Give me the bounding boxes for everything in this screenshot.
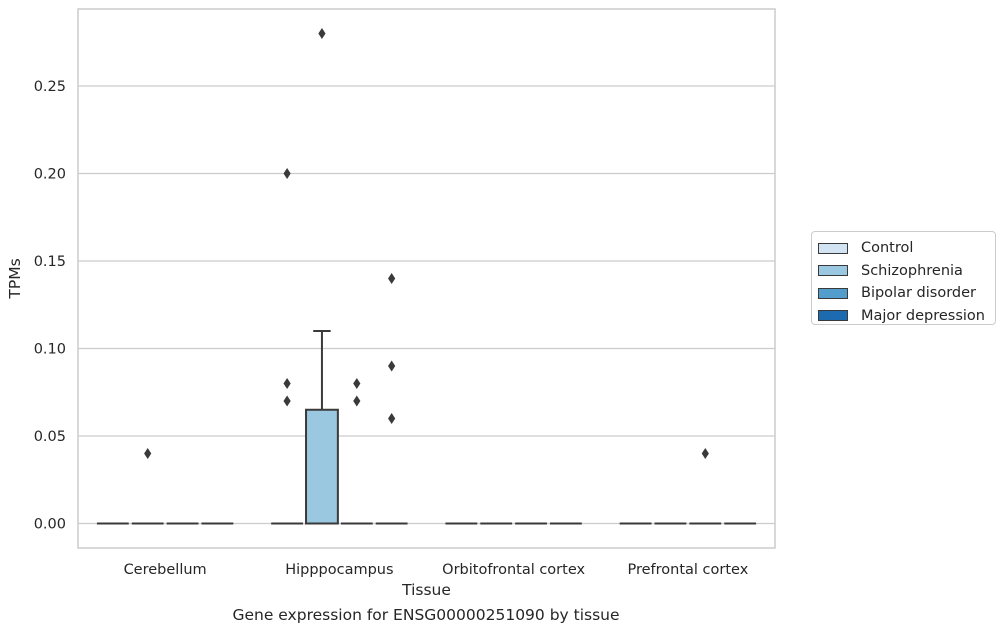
legend-item-major-depression: Major depression [818, 305, 995, 328]
grid-lines [78, 85, 775, 525]
plot-marks [96, 28, 757, 525]
box-hipppocampus-schizophrenia [305, 408, 339, 525]
legend-item-bipolar-disorder: Bipolar disorder [818, 282, 995, 305]
x-tick-label: Prefrontal cortex [627, 562, 748, 578]
box-group-hipppocampus-bipolar-disorder [340, 378, 373, 525]
outlier-point [318, 28, 326, 39]
y-tick-label: 0.05 [34, 429, 66, 445]
outlier-point [283, 378, 291, 389]
outlier-point [701, 448, 709, 459]
y-tick-label: 0.15 [34, 254, 66, 270]
outlier-point [388, 360, 396, 372]
legend-label-control: Control [861, 240, 914, 257]
chart-caption: Gene expression for ENSG00000251090 by t… [232, 606, 620, 624]
y-tick-label: 0.25 [34, 79, 66, 95]
plot-area-frame [77, 8, 776, 549]
y-tick-label: 0.20 [34, 167, 66, 183]
outlier-point [353, 378, 361, 389]
outlier-point [283, 168, 291, 179]
box-group-hipppocampus-control [271, 168, 304, 525]
box-group-hipppocampus-schizophrenia [305, 28, 339, 525]
legend-swatch-major-depression [818, 310, 848, 322]
y-tick-label: 0.00 [34, 517, 66, 533]
legend-item-control: Control [818, 237, 995, 260]
legend-label-schizophrenia: Schizophrenia [861, 262, 963, 279]
x-tick-labels: Cerebellum Hipppocampus Orbitofrontal cort… [124, 562, 749, 578]
x-tick-label: Hipppocampus [285, 562, 393, 578]
outlier-point [144, 448, 152, 459]
box-group-cerebellum-schizophrenia [131, 448, 164, 525]
y-tick-label: 0.10 [34, 342, 66, 358]
x-tick-label: Cerebellum [124, 562, 207, 578]
legend-item-schizophrenia: Schizophrenia [818, 260, 995, 283]
box-group-hipppocampus-major-depression [375, 273, 408, 525]
outlier-point [388, 273, 396, 284]
legend-swatch-control [818, 242, 848, 254]
box-group-prefrontal-cortex-bipolar-disorder [689, 448, 722, 525]
legend-swatch-bipolar-disorder [818, 287, 848, 299]
legend-swatch-schizophrenia [818, 265, 848, 277]
legend-label-major-depression: Major depression [861, 307, 985, 324]
legend: Control Schizophrenia Bipolar disorder M… [811, 231, 996, 325]
legend-label-bipolar-disorder: Bipolar disorder [861, 285, 976, 302]
outlier-point [353, 395, 361, 407]
outlier-point [283, 395, 291, 407]
x-axis-label: Tissue [401, 581, 451, 599]
y-axis-label: TPMs [6, 258, 24, 299]
x-tick-label: Orbitofrontal cortex [442, 562, 585, 578]
outlier-point [388, 413, 396, 424]
y-tick-labels: 0.00 0.05 0.10 0.15 0.20 0.25 [34, 79, 66, 533]
